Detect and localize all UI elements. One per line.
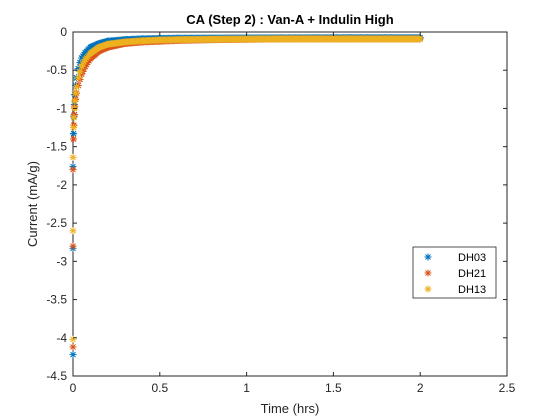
x-tick-label: 0.5 [151,381,168,395]
legend-marker-DH21 [424,269,432,277]
legend: DH03 DH21 DH13 [412,246,497,299]
data-point [78,62,86,70]
data-point [381,35,389,43]
y-axis: 0 -0.5 -1 -1.5 -2 -2.5 -3 -3.5 -4 -4.5 [46,25,507,383]
data-point [70,135,78,143]
legend-entry: DH03 [458,252,486,264]
data-point [69,166,77,174]
data-point [312,35,320,43]
data-point [69,343,77,351]
data-point [277,35,285,43]
y-axis-label: Current (mA/g) [25,161,40,247]
data-point [138,37,146,45]
x-tick-label: 1.5 [325,381,342,395]
y-tick-label: -1 [56,101,67,115]
y-tick-label: 0 [60,25,67,39]
x-tick-label: 2 [417,381,424,395]
y-tick-label: -3 [56,254,67,268]
data-point [104,40,112,48]
data-point [70,114,78,122]
legend-marker-DH03 [424,253,432,261]
legend-marker-DH13 [424,285,432,293]
x-axis-label: Time (hrs) [261,401,320,416]
legend-items: DH03 DH21 DH13 [424,252,486,296]
x-tick-label: 0 [70,381,77,395]
plot-area: 0 0.5 1 1.5 2 2.5 0 -0.5 -1 -1.5 -2 -2.5 -3 -3.5 -4 -4… [46,25,515,395]
data-point [243,35,251,43]
data-point [76,68,84,76]
axes-box [72,31,508,377]
y-tick-label: -3.5 [46,293,67,307]
data-point [95,43,103,51]
y-tick-label: -4.5 [46,369,67,383]
legend-entry: DH21 [458,268,486,280]
x-tick-label: 1 [243,381,250,395]
data-point [86,49,94,57]
data-point [81,49,89,57]
data-point [71,97,79,105]
y-tick-label: -4 [56,331,67,345]
data-point [347,35,355,43]
data-point [69,242,77,250]
data-point [69,351,77,359]
data-point [173,36,181,44]
series-DH13 [69,35,424,343]
x-axis: 0 0.5 1 1.5 2 2.5 [70,32,516,395]
chart-title: CA (Step 2) : Van-A + Indulin High [186,12,393,27]
data-point [208,35,216,43]
y-tick-label: -2.5 [46,216,67,230]
data-point [74,74,82,82]
data-point [156,36,164,44]
data-point [69,153,77,161]
data-point [416,35,424,43]
data-point [70,124,78,132]
data-point [72,83,80,91]
data-point [69,227,77,235]
data-point [81,56,89,64]
data-point [72,89,80,97]
y-tick-label: -0.5 [46,63,67,77]
legend-entry: DH13 [458,284,486,296]
data-point [121,38,129,46]
y-tick-label: -2 [56,178,67,192]
y-tick-label: -1.5 [46,140,67,154]
x-tick-label: 2.5 [499,381,516,395]
series-layer [69,34,424,359]
data-point [69,335,77,343]
